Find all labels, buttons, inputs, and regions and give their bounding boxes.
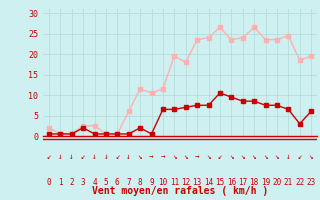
Text: ↓: ↓: [92, 152, 97, 161]
Text: ↙: ↙: [218, 152, 222, 161]
Text: 21: 21: [284, 178, 293, 187]
Text: ↓: ↓: [126, 152, 131, 161]
Text: 23: 23: [307, 178, 316, 187]
Text: ↘: ↘: [309, 152, 313, 161]
Text: ↙: ↙: [47, 152, 51, 161]
Text: ↘: ↘: [252, 152, 256, 161]
Text: ↘: ↘: [240, 152, 245, 161]
Text: 7: 7: [126, 178, 131, 187]
Text: 20: 20: [272, 178, 282, 187]
Text: ↙: ↙: [115, 152, 120, 161]
Text: →: →: [195, 152, 199, 161]
Text: 4: 4: [92, 178, 97, 187]
Text: ↘: ↘: [275, 152, 279, 161]
Text: ↘: ↘: [206, 152, 211, 161]
Text: 14: 14: [204, 178, 213, 187]
Text: ↘: ↘: [263, 152, 268, 161]
Text: 3: 3: [81, 178, 85, 187]
Text: 5: 5: [104, 178, 108, 187]
Text: Vent moyen/en rafales ( km/h ): Vent moyen/en rafales ( km/h ): [92, 186, 268, 196]
Text: →: →: [161, 152, 165, 161]
Text: 13: 13: [192, 178, 202, 187]
Text: 1: 1: [58, 178, 63, 187]
Text: ↘: ↘: [172, 152, 177, 161]
Text: 6: 6: [115, 178, 120, 187]
Text: ↘: ↘: [183, 152, 188, 161]
Text: 8: 8: [138, 178, 142, 187]
Text: ↙: ↙: [81, 152, 85, 161]
Text: ↓: ↓: [104, 152, 108, 161]
Text: 0: 0: [47, 178, 51, 187]
Text: ↓: ↓: [69, 152, 74, 161]
Text: 12: 12: [181, 178, 190, 187]
Text: 19: 19: [261, 178, 270, 187]
Text: 9: 9: [149, 178, 154, 187]
Text: →: →: [149, 152, 154, 161]
Text: 11: 11: [170, 178, 179, 187]
Text: 16: 16: [227, 178, 236, 187]
Text: 15: 15: [215, 178, 225, 187]
Text: 22: 22: [295, 178, 304, 187]
Text: 10: 10: [158, 178, 168, 187]
Text: 18: 18: [250, 178, 259, 187]
Text: ↓: ↓: [58, 152, 63, 161]
Text: ↘: ↘: [229, 152, 234, 161]
Text: ↓: ↓: [286, 152, 291, 161]
Text: 17: 17: [238, 178, 247, 187]
Text: ↙: ↙: [297, 152, 302, 161]
Text: 2: 2: [69, 178, 74, 187]
Text: ↘: ↘: [138, 152, 142, 161]
